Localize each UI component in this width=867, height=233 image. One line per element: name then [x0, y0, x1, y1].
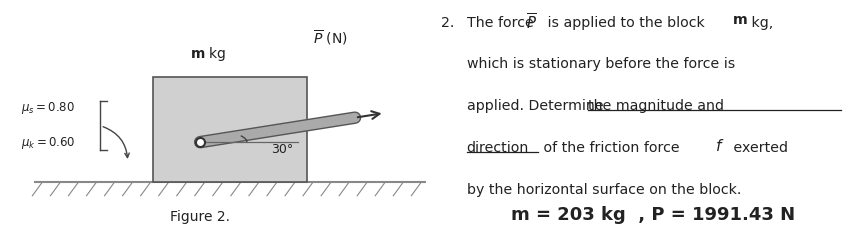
- Text: The force: The force: [466, 16, 538, 30]
- Text: m = 203 kg  , P = 1991.43 N: m = 203 kg , P = 1991.43 N: [511, 206, 795, 224]
- Text: $\overline{P}$ (N): $\overline{P}$ (N): [313, 28, 348, 47]
- Text: which is stationary before the force is: which is stationary before the force is: [466, 57, 735, 71]
- Bar: [153, 77, 307, 182]
- Text: $\mu_k = 0.60$: $\mu_k = 0.60$: [22, 135, 75, 151]
- Text: $\mathbf{m}$ kg: $\mathbf{m}$ kg: [191, 45, 227, 63]
- Text: by the horizontal surface on the block.: by the horizontal surface on the block.: [466, 183, 741, 197]
- Text: $\overline{P}$: $\overline{P}$: [526, 13, 538, 33]
- Text: 30°: 30°: [271, 143, 293, 156]
- Text: kg,: kg,: [746, 16, 773, 30]
- Text: $\mu_s = 0.80$: $\mu_s = 0.80$: [22, 100, 75, 116]
- Text: exerted: exerted: [729, 141, 788, 155]
- Text: applied. Determine: applied. Determine: [466, 99, 608, 113]
- Text: of the friction force: of the friction force: [539, 141, 684, 155]
- Text: direction: direction: [466, 141, 529, 155]
- Text: the magnitude and: the magnitude and: [588, 99, 724, 113]
- Text: $\mathbf{m}$: $\mathbf{m}$: [733, 13, 748, 27]
- Text: Figure 2.: Figure 2.: [170, 210, 230, 224]
- Text: $f$: $f$: [715, 138, 725, 154]
- Text: is applied to the block: is applied to the block: [544, 16, 709, 30]
- Text: 2.: 2.: [441, 16, 454, 30]
